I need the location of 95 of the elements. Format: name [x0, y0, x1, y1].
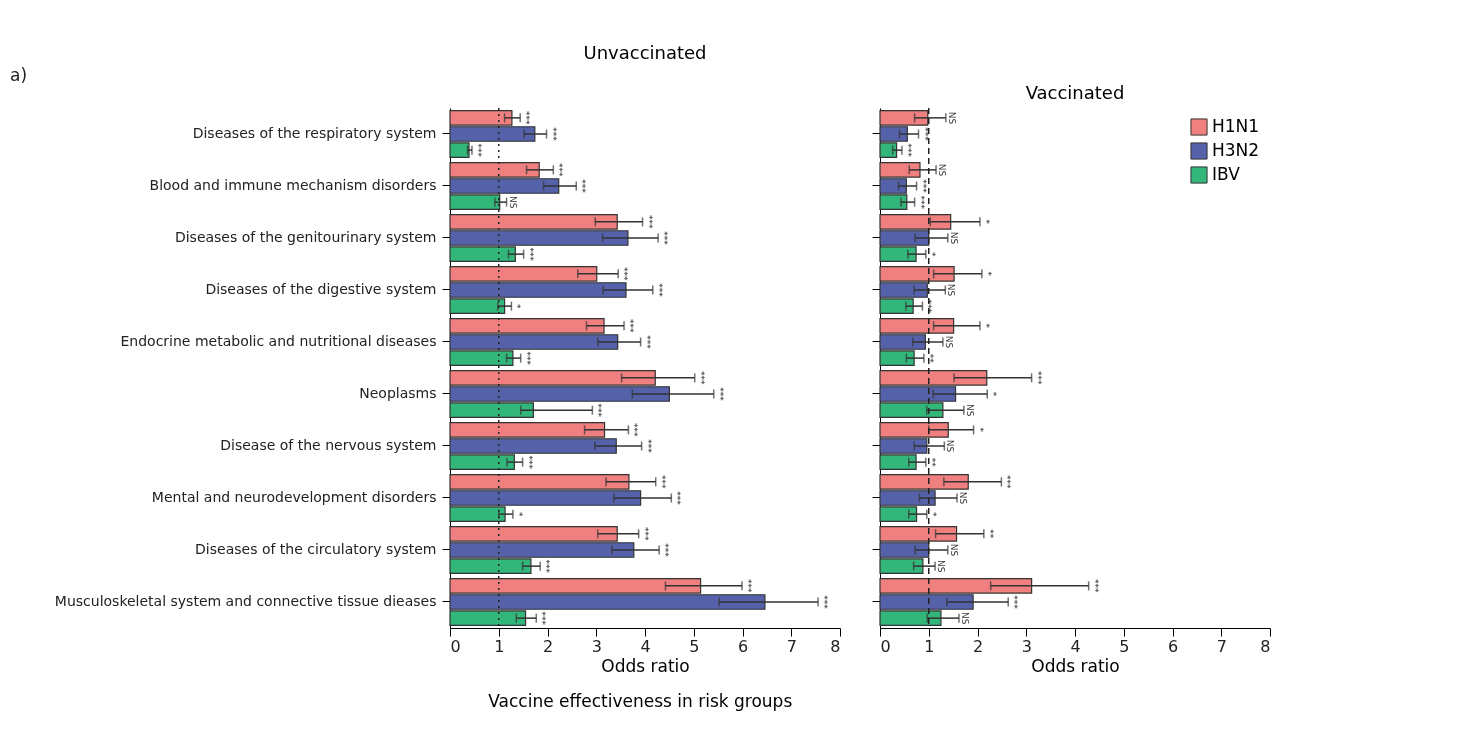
annotation: *: [513, 511, 524, 517]
text: Vaccine effectiveness in risk groups: [488, 691, 793, 711]
annotation: ***: [1089, 579, 1100, 594]
x-tick-label: 4: [640, 636, 651, 656]
annotation: NS: [507, 195, 518, 209]
y-tick-label: Blood and immune mechanism disorders: [149, 177, 437, 193]
annotation: ***: [915, 195, 926, 210]
annotation: NS: [958, 491, 969, 505]
annotation: ***: [554, 163, 565, 178]
x-tick-label: 7: [1216, 636, 1227, 656]
y-tick-label: Disease of the nervous system: [220, 437, 437, 453]
annotation: NS: [945, 439, 956, 453]
annotation: ***: [695, 371, 706, 386]
x-tick-label: 1: [924, 636, 935, 656]
annotation: ***: [917, 179, 928, 194]
annotation: ***: [1009, 595, 1020, 610]
annotation: **: [924, 353, 935, 364]
annotation: NS: [936, 559, 947, 573]
x-tick-label: 6: [737, 636, 749, 656]
annotation: NS: [959, 611, 970, 625]
x-tick-label: 8: [830, 636, 841, 656]
annotation: ***: [1002, 475, 1013, 490]
x-tick-label: 3: [591, 636, 602, 656]
annotation: ***: [523, 455, 534, 470]
legend-label: IBV: [1212, 164, 1241, 184]
x-tick-label: 5: [1119, 636, 1130, 656]
annotation: ***: [629, 423, 640, 438]
annotation: ***: [714, 387, 725, 402]
annotation: ***: [639, 527, 650, 542]
annotation: ***: [524, 247, 535, 262]
x-tick-label: 6: [1167, 636, 1179, 656]
y-tick-label: Diseases of the circulatory system: [195, 541, 437, 557]
annotation: *: [988, 391, 999, 397]
y-tick-label: Diseases of the respiratory system: [192, 125, 437, 141]
x-axis-title: Odds ratio: [1031, 655, 1120, 676]
x-tick-label: 1: [494, 636, 505, 656]
annotation: *: [927, 511, 938, 517]
annotation: ***: [743, 579, 754, 594]
y-tick-label: Musculoskeletal system and connective tissue dieases: [54, 593, 437, 609]
y-tick-label: Mental and neurodevelopment disorders: [151, 489, 437, 505]
annotation: ***: [660, 543, 671, 558]
annotation: ***: [472, 143, 483, 158]
annotation: NS: [943, 335, 954, 349]
chart-title: Unvaccinated: [583, 42, 707, 63]
annotation: ***: [656, 475, 667, 490]
annotation: NS: [948, 231, 959, 245]
annotation: NS: [946, 283, 957, 297]
annotation: ***: [593, 403, 604, 418]
annotation: ***: [643, 215, 654, 230]
annotation: *: [980, 323, 991, 329]
annotation: ***: [1032, 371, 1043, 386]
annotation: *: [512, 303, 523, 309]
annotation: **: [984, 529, 995, 539]
annotation: ***: [537, 611, 548, 626]
annotation: ***: [641, 335, 652, 350]
x-tick-label: 2: [972, 636, 984, 656]
annotation: ***: [625, 319, 636, 334]
annotation: *: [974, 427, 985, 433]
x-tick-label: 8: [1260, 636, 1271, 656]
annotation: ***: [521, 111, 532, 126]
annotation: ***: [547, 127, 558, 142]
y-tick-label: Diseases of the digestive system: [205, 281, 437, 297]
annotation: **: [926, 457, 937, 468]
legend-label: H1N1: [1212, 116, 1260, 136]
y-tick-label: Diseases of the genitourinary system: [174, 229, 437, 245]
annotation: ***: [819, 595, 830, 610]
annotation: NS: [948, 543, 959, 557]
legend-label: H3N2: [1212, 140, 1260, 160]
annotation: *: [926, 251, 937, 257]
annotation: NS: [937, 163, 948, 177]
annotation: ***: [653, 283, 664, 298]
annotation: NS: [946, 111, 957, 125]
annotation: ***: [521, 351, 532, 366]
chart-title: Vaccinated: [1025, 82, 1125, 104]
x-tick-label: 7: [786, 636, 797, 656]
x-tick-label: 2: [542, 636, 554, 656]
y-tick-label: Neoplasms: [359, 385, 437, 401]
annotation: *: [980, 219, 991, 225]
x-tick-label: 5: [689, 636, 700, 656]
annotation: ***: [902, 143, 913, 158]
x-tick-label: 0: [450, 636, 461, 656]
annotation: *: [982, 271, 993, 277]
x-axis-title: Odds ratio: [601, 655, 690, 676]
annotation: ***: [659, 231, 670, 246]
text: a): [10, 65, 28, 85]
annotation: ***: [577, 179, 588, 194]
x-tick-label: 3: [1021, 636, 1032, 656]
x-tick-label: 0: [880, 636, 891, 656]
annotation: NS: [964, 403, 975, 417]
annotation: ***: [541, 559, 552, 574]
annotation: ***: [672, 491, 683, 506]
annotation: ***: [619, 267, 630, 282]
y-tick-label: Endocrine metabolic and nutritional diseases: [120, 333, 437, 349]
x-tick-label: 4: [1070, 636, 1081, 656]
annotation: ***: [642, 439, 653, 454]
